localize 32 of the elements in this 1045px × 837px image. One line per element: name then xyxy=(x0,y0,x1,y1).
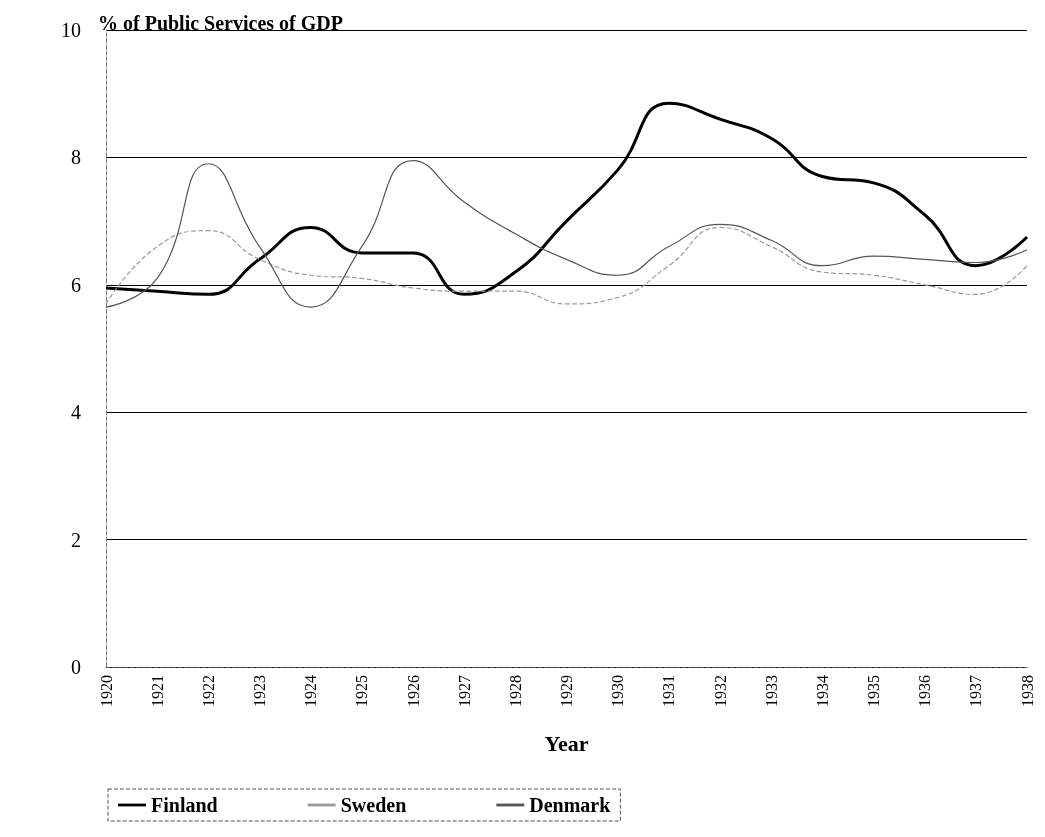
x-tick-label: 1927 xyxy=(455,675,473,707)
x-tick-label: 1931 xyxy=(660,675,678,707)
x-tick-label: 1928 xyxy=(506,675,524,707)
x-tick-label: 1936 xyxy=(916,675,934,707)
line-series xyxy=(105,226,1028,305)
x-tick-label: 1937 xyxy=(967,675,985,707)
legend-label: Finland xyxy=(151,794,218,816)
x-tick-label: 1926 xyxy=(404,675,422,707)
x-tick-label: 1923 xyxy=(251,675,268,707)
x-tick-label: 1922 xyxy=(199,675,217,707)
x-tick-label: 1938 xyxy=(1018,675,1036,707)
x-axis-title: Year xyxy=(544,730,589,756)
x-tick-label: 1932 xyxy=(711,675,729,707)
x-tick-label: 1929 xyxy=(558,675,575,707)
y-tick-label: 6 xyxy=(71,273,81,296)
y-tick-label: 0 xyxy=(71,656,81,678)
y-tick-label: 4 xyxy=(71,401,81,424)
x-tick-label: 1920 xyxy=(97,675,115,707)
legend-label: Denmark xyxy=(529,794,612,816)
x-tick-label: 1933 xyxy=(762,675,780,707)
chart-title: % of Public Services of GDP xyxy=(98,12,343,34)
line-series xyxy=(105,159,1028,308)
x-tick-label: 1921 xyxy=(148,675,166,707)
x-tick-label: 1925 xyxy=(353,675,371,707)
x-tick-label: 1934 xyxy=(813,675,831,707)
y-tick-label: 10 xyxy=(61,19,81,41)
y-tick-label: 2 xyxy=(71,528,81,551)
x-tick-label: 1935 xyxy=(865,675,882,707)
y-tick-label: 8 xyxy=(71,146,81,169)
x-tick-label: 1930 xyxy=(609,675,627,707)
legend-label: Sweden xyxy=(340,794,407,816)
x-tick-label: 1924 xyxy=(302,675,320,707)
